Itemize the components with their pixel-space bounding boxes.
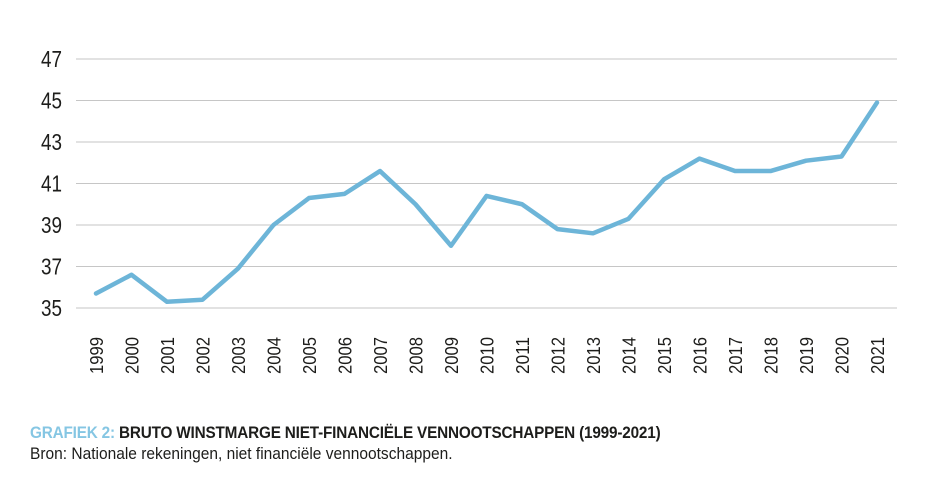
- y-axis-tick-label: 41: [41, 171, 62, 197]
- x-axis-tick-label: 1999: [87, 337, 107, 374]
- caption-title: BRUTO WINSTMARGE NIET-FINANCIËLE VENNOOT…: [118, 423, 661, 442]
- x-axis-tick-label: 2013: [584, 337, 604, 374]
- x-axis-tick-label: 2011: [513, 337, 533, 374]
- x-axis-tick-label: 2000: [123, 337, 143, 374]
- chart-caption-line: GRAFIEK 2: BRUTO WINSTMARGE NIET-FINANCI…: [30, 421, 661, 444]
- x-axis-tick-label: 2003: [229, 337, 249, 374]
- x-axis-tick-label: 2016: [691, 337, 711, 374]
- y-axis-tick-label: 47: [41, 46, 62, 72]
- x-axis-tick-label: 2014: [620, 337, 640, 374]
- x-axis-tick-label: 2006: [336, 337, 356, 374]
- caption-label: GRAFIEK 2:: [30, 423, 115, 442]
- x-axis-tick-label: 2008: [407, 337, 427, 374]
- x-axis-tick-label: 2018: [762, 337, 782, 374]
- x-axis-tick-label: 2021: [868, 337, 888, 374]
- x-axis-tick-label: 2010: [478, 337, 498, 374]
- data-line-bruto-winstmarge: [93, 100, 880, 305]
- y-axis-tick-label: 37: [41, 254, 62, 280]
- x-axis-tick-label: 2017: [726, 337, 746, 374]
- y-axis-tick-label: 39: [41, 212, 62, 238]
- x-axis-tick-label: 2005: [300, 337, 320, 374]
- x-axis-tick-label: 2015: [655, 337, 675, 374]
- x-axis-tick-label: 2020: [833, 337, 853, 374]
- y-axis-tick-label: 45: [41, 88, 62, 114]
- x-axis-tick-label: 2012: [549, 337, 569, 374]
- x-axis-tick-label: 2009: [442, 337, 462, 374]
- x-axis-tick-label: 2019: [797, 337, 817, 374]
- caption-source: Bron: Nationale rekeningen, niet financi…: [30, 445, 453, 463]
- x-axis-tick-label: 2001: [158, 337, 178, 374]
- chart-area: 35 37 39 41 43 45 47 1999 2000 2001 2002 2003 2004 20…: [41, 46, 897, 374]
- x-axis-tick-label: 2004: [265, 337, 285, 374]
- y-axis-tick-label: 35: [41, 295, 62, 321]
- x-axis-tick-label: 2007: [371, 337, 391, 374]
- line-chart: 35 37 39 41 43 45 47 1999 2000 2001 2002 2003 2004 20…: [41, 46, 897, 374]
- y-axis-tick-label: 43: [41, 129, 62, 155]
- x-axis-tick-label: 2002: [194, 337, 214, 374]
- caption-block: GRAFIEK 2: BRUTO WINSTMARGE NIET-FINANCI…: [30, 421, 731, 465]
